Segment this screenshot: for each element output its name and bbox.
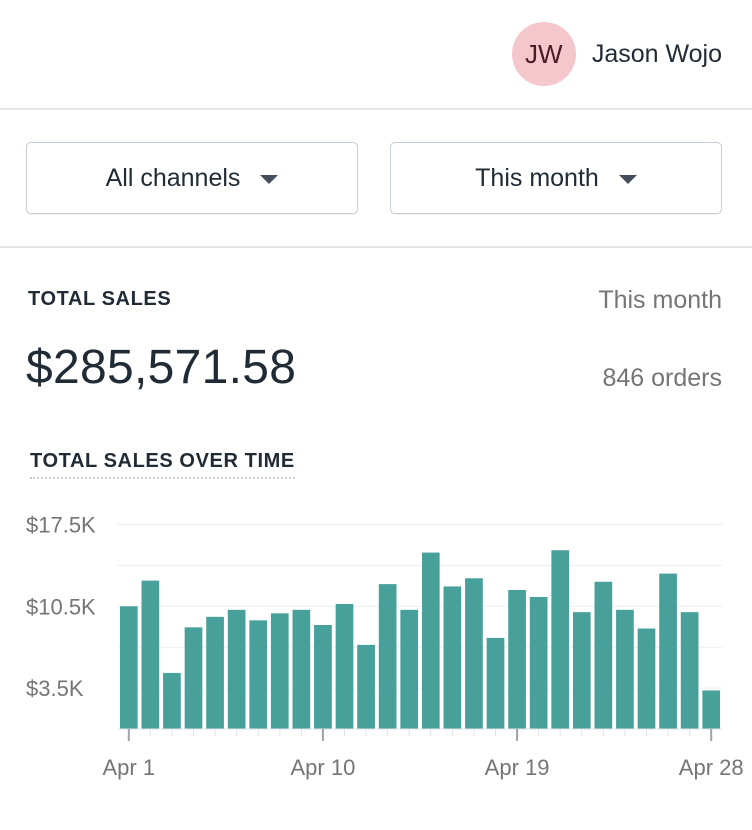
channel-select-label: All channels: [105, 163, 241, 192]
caret-down-icon: [618, 174, 637, 184]
y-tick-label: $17.5K: [26, 513, 96, 538]
card-period: This month: [598, 286, 722, 314]
bar: [572, 612, 591, 729]
avatar[interactable]: JW: [511, 22, 576, 86]
caret-down-icon: [260, 174, 279, 184]
bar: [680, 612, 699, 729]
avatar-initials: JW: [525, 38, 563, 69]
x-tick-label: Apr 10: [291, 755, 356, 780]
bar: [184, 627, 203, 729]
bar: [163, 672, 181, 729]
bar: [357, 644, 375, 729]
chart-title[interactable]: TOTAL SALES OVER TIME: [30, 450, 295, 479]
period-select[interactable]: This month: [390, 142, 722, 214]
x-tick-label: Apr 28: [679, 755, 744, 780]
bar: [141, 580, 160, 729]
total-sales-value: $285,571.58: [26, 341, 297, 394]
bar: [206, 616, 224, 729]
bar: [400, 609, 419, 729]
bar: [119, 606, 138, 729]
bar: [486, 637, 505, 729]
y-tick-label: $10.5K: [26, 594, 96, 619]
bar: [659, 573, 677, 729]
bar: [594, 581, 613, 729]
total-sales-card: TOTAL SALES This month $285,571.58 846 o…: [0, 250, 752, 830]
card-title: TOTAL SALES: [28, 288, 172, 310]
bar: [508, 589, 526, 729]
user-name[interactable]: Jason Wojo: [591, 39, 722, 68]
bar: [378, 584, 397, 729]
bar: [421, 552, 440, 729]
filter-bar: All channels This month: [0, 110, 752, 248]
user-menu[interactable]: JW Jason Wojo: [511, 22, 722, 86]
bar: [529, 596, 548, 729]
bar: [443, 586, 462, 729]
bar: [551, 550, 570, 729]
top-bar: JW Jason Wojo: [0, 0, 752, 110]
bar: [335, 603, 354, 729]
channel-select[interactable]: All channels: [26, 142, 358, 214]
x-tick-label: Apr 1: [102, 755, 155, 780]
bar: [616, 609, 634, 729]
y-tick-label: $3.5K: [26, 676, 84, 701]
sales-bar-chart: $3.5K $10.5K $17.5K Apr 1 Apr 10 Apr 19 Apr 28: [26, 513, 744, 780]
bar: [702, 690, 721, 729]
bar: [314, 625, 332, 729]
bar: [465, 578, 483, 729]
period-select-label: This month: [475, 163, 599, 192]
bar: [270, 613, 289, 729]
bar: [249, 620, 268, 729]
bar: [227, 609, 246, 729]
orders-count: 846 orders: [602, 364, 722, 392]
x-tick-label: Apr 19: [485, 755, 550, 780]
bar: [292, 609, 311, 729]
bar: [637, 628, 656, 729]
